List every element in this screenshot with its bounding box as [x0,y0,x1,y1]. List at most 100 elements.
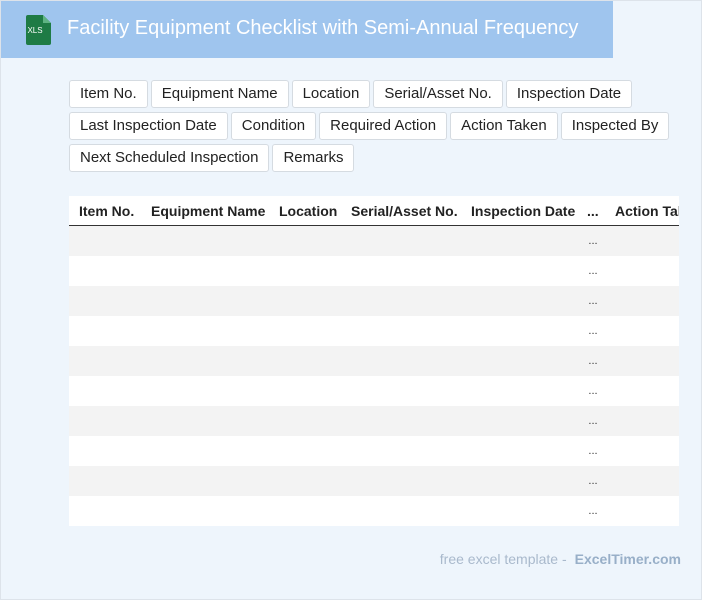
empty-cell [141,225,269,256]
empty-cell [141,376,269,406]
empty-cell [69,225,141,256]
ellipsis-cell: ... [588,385,598,397]
ellipsis-cell: ... [581,466,605,496]
empty-cell [141,436,269,466]
field-chip: Inspected By [560,112,670,140]
field-chip: Location [291,80,371,108]
field-chip: Remarks [272,144,355,172]
empty-cell [269,436,341,466]
field-chip: Next Scheduled Inspection [69,144,270,172]
table-row: ... [69,496,679,526]
empty-cell [341,376,461,406]
empty-cell [141,466,269,496]
empty-cell [605,225,679,256]
empty-cell [69,376,141,406]
empty-cell [605,346,679,376]
empty-cell [69,436,141,466]
empty-cell [269,286,341,316]
field-chip: Inspection Date [505,80,633,108]
empty-cell [341,436,461,466]
empty-cell [341,225,461,256]
table-container: Item No. Equipment Name Location Serial/Ass… [69,196,679,526]
column-header: Item No. [69,196,141,226]
footer-text: free excel template - [439,551,567,567]
table-row: ... [69,466,679,496]
field-chip: Equipment Name [150,80,289,108]
ellipsis-cell: ... [588,505,598,517]
empty-cell [605,406,679,436]
empty-cell [605,286,679,316]
empty-cell [461,346,581,376]
empty-cell [605,316,679,346]
empty-cell [605,466,679,496]
empty-cell [341,286,461,316]
empty-cell [341,496,461,526]
empty-cell [69,316,141,346]
ellipsis-cell: ... [581,406,605,436]
table-row: ... [69,286,679,316]
empty-cell [461,256,581,286]
empty-cell [461,225,581,256]
empty-cell [341,406,461,436]
empty-cell [341,256,461,286]
table-row: ... [69,256,679,286]
field-chip: Condition [230,112,317,140]
footer-link[interactable]: ExcelTimer.com [574,551,681,567]
empty-cell [605,256,679,286]
empty-cell [461,286,581,316]
empty-cell [341,346,461,376]
field-chip: Action Taken [450,112,558,140]
column-header: Action Taken [605,196,679,226]
icon-label: XLS [27,26,43,35]
ellipsis-cell: ... [581,286,605,316]
empty-cell [69,466,141,496]
empty-cell [341,466,461,496]
field-chip: Required Action [319,112,448,140]
header-banner: XLS Facility Equipment Checklist with Se… [1,1,613,58]
table-row: ... [69,376,679,406]
empty-cell [605,436,679,466]
table-row: ... [69,316,679,346]
ellipsis-cell: ... [581,225,605,256]
empty-cell [341,316,461,346]
empty-cell [269,406,341,436]
empty-cell [269,316,341,346]
column-header: Inspection Date [461,196,581,226]
ellipsis-cell: ... [588,325,598,337]
column-header: Serial/Asset No. [341,196,461,226]
empty-cell [461,376,581,406]
empty-cell [461,316,581,346]
field-chip: Last Inspection Date [69,112,228,140]
empty-cell [141,496,269,526]
empty-cell [141,406,269,436]
table-row: ... [69,436,679,466]
empty-cell [69,496,141,526]
empty-cell [69,286,141,316]
checklist-table: Item No. Equipment Name Location Serial/Ass… [69,196,679,526]
field-list: Item No. Equipment Name Location Serial/Ass… [69,80,679,172]
empty-cell [69,406,141,436]
footer: free excel template - ExcelTimer.com [440,551,681,567]
empty-cell [605,376,679,406]
empty-cell [141,316,269,346]
empty-cell [269,376,341,406]
empty-cell [141,286,269,316]
empty-cell [461,466,581,496]
column-header: ... [581,196,605,226]
xls-icon [26,15,51,45]
ellipsis-cell: ... [588,265,598,277]
table-row: ... [69,346,679,376]
empty-cell [269,466,341,496]
ellipsis-cell: ... [581,346,605,376]
page-title: Facility Equipment Checklist with Semi-A… [67,17,579,39]
empty-cell [269,346,341,376]
empty-cell [141,346,269,376]
empty-cell [605,496,679,526]
empty-cell [461,406,581,436]
column-header: Location [269,196,341,226]
empty-cell [69,256,141,286]
empty-cell [141,256,269,286]
empty-cell [461,496,581,526]
column-header: Equipment Name [141,196,269,226]
